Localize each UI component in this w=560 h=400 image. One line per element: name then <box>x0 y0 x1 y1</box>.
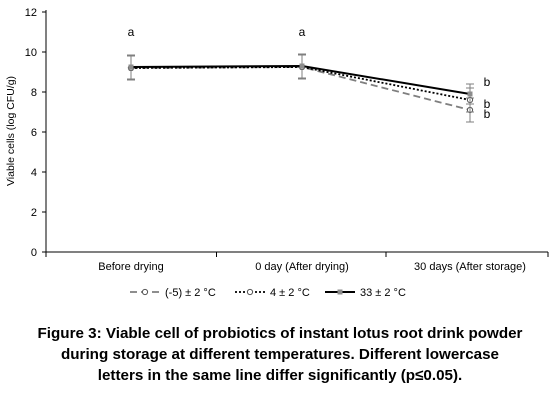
legend-label: 33 ± 2 °C <box>360 287 406 299</box>
series-line <box>130 64 471 95</box>
y-tick-label: 12 <box>25 7 37 19</box>
y-tick-label: 2 <box>31 207 37 219</box>
y-tick-labels: 0 2 4 6 8 10 12 <box>25 7 46 259</box>
legend-marker <box>337 289 343 295</box>
y-tick-label: 10 <box>25 47 37 59</box>
legend-item-2: 33 ± 2 °C <box>325 287 406 299</box>
x-tick-label: Before drying <box>98 261 163 273</box>
x-tick-labels: Before drying 0 day (After drying) 30 days… <box>45 252 549 273</box>
data-point <box>128 64 134 70</box>
series-2 <box>127 53 474 105</box>
significance-letter: b <box>484 107 491 121</box>
series-line <box>130 66 471 111</box>
chart-legend: (-5) ± 2 °C 4 ± 2 °C 33 ± 2 °C <box>130 287 406 299</box>
y-tick-label: 6 <box>31 127 37 139</box>
significance-letter: b <box>484 97 491 111</box>
y-tick-label: 0 <box>31 247 37 259</box>
legend-label: (-5) ± 2 °C <box>165 287 216 299</box>
y-axis-label: Viable cells (log CFU/g) <box>5 76 17 186</box>
caption-line-1: Figure 3: Viable cell of probiotics of i… <box>37 325 523 342</box>
caption-line-2: during storage at different temperatures… <box>60 346 499 363</box>
series-line <box>130 66 471 101</box>
figure-caption: Figure 3: Viable cell of probiotics of i… <box>0 323 560 386</box>
significance-letter: b <box>484 75 491 89</box>
chart-series <box>127 53 474 123</box>
legend-label: 4 ± 2 °C <box>270 287 310 299</box>
legend-marker <box>246 288 254 296</box>
data-point <box>467 91 473 97</box>
line-chart: 0 2 4 6 8 10 12 Before drying 0 day (After dryi… <box>5 7 549 299</box>
y-tick-label: 4 <box>31 167 37 179</box>
legend-marker <box>141 288 149 296</box>
legend-item-1: 4 ± 2 °C <box>235 287 310 299</box>
legend-item-0: (-5) ± 2 °C <box>130 287 216 299</box>
x-tick-label: 0 day (After drying) <box>255 261 349 273</box>
x-tick-label: 30 days (After storage) <box>414 261 526 273</box>
data-point <box>299 63 305 69</box>
significance-letter: a <box>128 25 135 39</box>
y-tick-label: 8 <box>31 87 37 99</box>
caption-line-3: letters in the same line differ signific… <box>97 367 463 384</box>
significance-letter: a <box>299 25 306 39</box>
chart-axes <box>45 10 548 253</box>
